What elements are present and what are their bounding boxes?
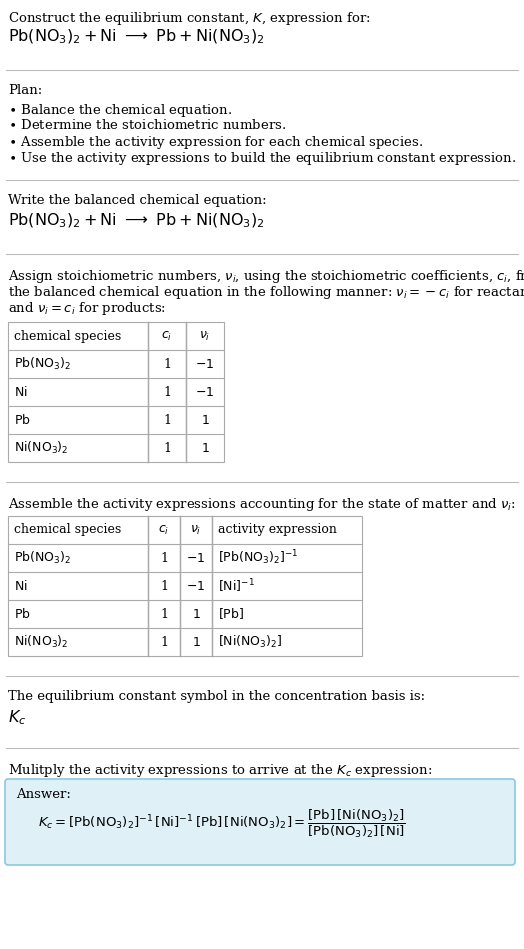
Text: $\mathrm{Ni(NO_3)_2}$: $\mathrm{Ni(NO_3)_2}$ bbox=[14, 634, 69, 650]
Text: 1: 1 bbox=[163, 441, 171, 455]
Text: 1: 1 bbox=[163, 414, 171, 426]
Text: Assign stoichiometric numbers, $\nu_i$, using the stoichiometric coefficients, $: Assign stoichiometric numbers, $\nu_i$, … bbox=[8, 268, 524, 285]
Text: $\nu_i$: $\nu_i$ bbox=[190, 524, 202, 536]
Text: $\mathrm{Pb}$: $\mathrm{Pb}$ bbox=[14, 607, 31, 621]
Text: $K_c$: $K_c$ bbox=[8, 708, 26, 727]
Text: $[\mathrm{Pb}]$: $[\mathrm{Pb}]$ bbox=[218, 606, 244, 622]
Text: 1: 1 bbox=[160, 607, 168, 621]
Text: $\mathrm{Pb(NO_3)_2 + Ni\ \longrightarrow\ Pb + Ni(NO_3)_2}$: $\mathrm{Pb(NO_3)_2 + Ni\ \longrightarro… bbox=[8, 212, 265, 231]
Text: $K_c = [\mathrm{Pb(NO_3)_2}]^{-1}\,[\mathrm{Ni}]^{-1}\,[\mathrm{Pb}]\,[\mathrm{N: $K_c = [\mathrm{Pb(NO_3)_2}]^{-1}\,[\mat… bbox=[38, 808, 406, 840]
Text: $\mathrm{Ni}$: $\mathrm{Ni}$ bbox=[14, 385, 28, 399]
Text: $\mathrm{Ni}$: $\mathrm{Ni}$ bbox=[14, 579, 28, 593]
Text: 1: 1 bbox=[160, 636, 168, 648]
Text: chemical species: chemical species bbox=[14, 524, 121, 536]
Text: $\bullet$ Determine the stoichiometric numbers.: $\bullet$ Determine the stoichiometric n… bbox=[8, 118, 286, 132]
Text: 1: 1 bbox=[160, 551, 168, 565]
FancyBboxPatch shape bbox=[5, 779, 515, 865]
Text: $1$: $1$ bbox=[192, 607, 200, 621]
Text: Mulitply the activity expressions to arrive at the $K_c$ expression:: Mulitply the activity expressions to arr… bbox=[8, 762, 432, 779]
Text: Construct the equilibrium constant, $K$, expression for:: Construct the equilibrium constant, $K$,… bbox=[8, 10, 370, 27]
Text: 1: 1 bbox=[163, 358, 171, 370]
Text: chemical species: chemical species bbox=[14, 329, 121, 343]
Text: $-1$: $-1$ bbox=[195, 358, 215, 370]
Text: $1$: $1$ bbox=[192, 636, 200, 648]
Text: $c_i$: $c_i$ bbox=[158, 524, 170, 536]
Text: $[\mathrm{Ni(NO_3)_2}]$: $[\mathrm{Ni(NO_3)_2}]$ bbox=[218, 634, 282, 650]
Text: $\bullet$ Use the activity expressions to build the equilibrium constant express: $\bullet$ Use the activity expressions t… bbox=[8, 150, 516, 167]
Text: $1$: $1$ bbox=[201, 441, 210, 455]
Text: Answer:: Answer: bbox=[16, 788, 71, 801]
Text: Write the balanced chemical equation:: Write the balanced chemical equation: bbox=[8, 194, 267, 207]
Text: $\mathrm{Ni(NO_3)_2}$: $\mathrm{Ni(NO_3)_2}$ bbox=[14, 440, 69, 456]
Text: $[\mathrm{Pb(NO_3)_2}]^{-1}$: $[\mathrm{Pb(NO_3)_2}]^{-1}$ bbox=[218, 549, 299, 568]
Text: $\mathrm{Pb(NO_3)_2}$: $\mathrm{Pb(NO_3)_2}$ bbox=[14, 550, 71, 566]
Bar bbox=[8, 322, 224, 462]
Text: $\mathrm{Pb(NO_3)_2}$: $\mathrm{Pb(NO_3)_2}$ bbox=[14, 356, 71, 372]
Text: Assemble the activity expressions accounting for the state of matter and $\nu_i$: Assemble the activity expressions accoun… bbox=[8, 496, 516, 513]
Text: $\bullet$ Assemble the activity expression for each chemical species.: $\bullet$ Assemble the activity expressi… bbox=[8, 134, 423, 151]
Text: $-1$: $-1$ bbox=[187, 551, 205, 565]
Text: $-1$: $-1$ bbox=[195, 385, 215, 399]
Text: $\mathrm{Pb(NO_3)_2 + Ni\ \longrightarrow\ Pb + Ni(NO_3)_2}$: $\mathrm{Pb(NO_3)_2 + Ni\ \longrightarro… bbox=[8, 28, 265, 47]
Text: $\mathrm{Pb}$: $\mathrm{Pb}$ bbox=[14, 413, 31, 427]
Bar bbox=[8, 516, 362, 656]
Text: and $\nu_i = c_i$ for products:: and $\nu_i = c_i$ for products: bbox=[8, 300, 166, 317]
Text: $c_i$: $c_i$ bbox=[161, 329, 172, 343]
Text: 1: 1 bbox=[160, 580, 168, 592]
Text: 1: 1 bbox=[163, 385, 171, 399]
Text: $-1$: $-1$ bbox=[187, 580, 205, 592]
Text: $1$: $1$ bbox=[201, 414, 210, 426]
Text: Plan:: Plan: bbox=[8, 84, 42, 97]
Text: activity expression: activity expression bbox=[218, 524, 337, 536]
Text: the balanced chemical equation in the following manner: $\nu_i = -c_i$ for react: the balanced chemical equation in the fo… bbox=[8, 284, 524, 301]
Text: The equilibrium constant symbol in the concentration basis is:: The equilibrium constant symbol in the c… bbox=[8, 690, 425, 703]
Text: $\nu_i$: $\nu_i$ bbox=[199, 329, 211, 343]
Text: $[\mathrm{Ni}]^{-1}$: $[\mathrm{Ni}]^{-1}$ bbox=[218, 577, 255, 595]
Text: $\bullet$ Balance the chemical equation.: $\bullet$ Balance the chemical equation. bbox=[8, 102, 233, 119]
